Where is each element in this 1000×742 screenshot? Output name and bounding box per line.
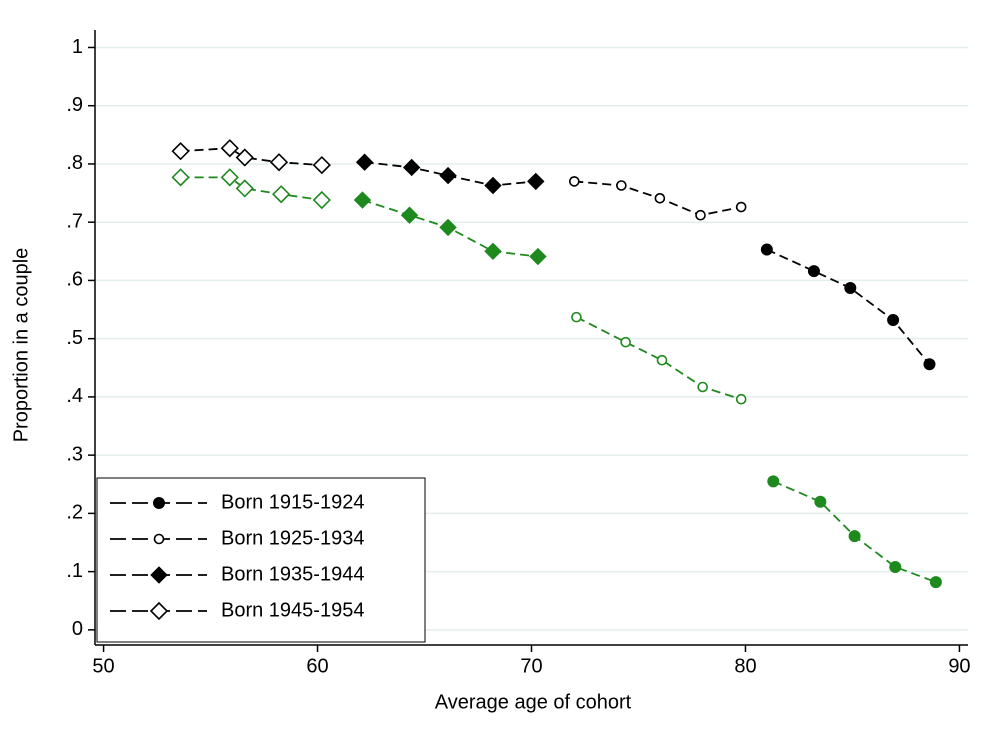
legend-marker (153, 497, 165, 509)
marker (353, 191, 372, 209)
marker (844, 281, 857, 294)
marker (571, 311, 582, 323)
legend-label: Born 1925-1934 (221, 527, 364, 549)
marker (312, 190, 331, 210)
marker (484, 242, 502, 261)
marker (400, 206, 419, 224)
x-axis-label: Average age of cohort (435, 691, 632, 713)
x-tick-label: 60 (306, 655, 328, 677)
marker (656, 354, 668, 366)
marker (484, 176, 502, 195)
marker (235, 148, 254, 167)
y-tick-label: .9 (66, 94, 83, 116)
marker (402, 158, 421, 177)
marker (923, 358, 936, 371)
marker (527, 172, 545, 191)
marker (439, 218, 457, 237)
marker (848, 530, 861, 543)
legend-marker (149, 601, 169, 621)
y-tick-label: .2 (66, 502, 83, 524)
x-tick-label: 80 (734, 655, 756, 677)
y-tick-label: 1 (72, 36, 83, 58)
marker (439, 166, 457, 185)
series-line (180, 176, 322, 201)
y-tick-label: .5 (66, 327, 83, 349)
y-axis-label: Proportion in a couple (10, 248, 32, 443)
y-tick-label: .1 (66, 560, 83, 582)
y-tick-label: .4 (66, 385, 83, 407)
marker (807, 265, 820, 278)
y-tick-label: 0 (72, 618, 83, 640)
legend-label: Born 1935-1944 (221, 563, 364, 585)
marker (760, 243, 773, 256)
marker (355, 153, 374, 171)
y-tick-label: .6 (66, 269, 83, 291)
marker (814, 495, 827, 508)
series-line (576, 316, 742, 401)
marker (269, 153, 289, 172)
marker (235, 179, 254, 198)
y-tick-label: .7 (66, 210, 83, 232)
x-tick-label: 50 (92, 655, 114, 677)
marker (171, 168, 190, 187)
legend-box (96, 477, 426, 643)
marker (568, 176, 580, 187)
x-tick-label: 90 (948, 655, 970, 677)
marker (654, 193, 666, 204)
legend-label: Born 1915-1924 (221, 491, 364, 513)
marker (929, 576, 942, 589)
marker (697, 381, 708, 393)
marker (312, 155, 331, 175)
marker (220, 139, 239, 158)
marker (735, 393, 747, 405)
marker (889, 560, 902, 573)
y-tick-label: .8 (66, 152, 83, 174)
x-tick-label: 70 (520, 655, 542, 677)
marker (887, 314, 900, 327)
legend-marker (150, 566, 168, 584)
marker (695, 209, 706, 221)
marker (620, 336, 631, 348)
legend-label: Born 1945-1954 (221, 599, 364, 621)
marker (171, 142, 190, 161)
y-tick-label: .3 (66, 443, 83, 465)
marker (616, 180, 627, 191)
legend-marker (153, 533, 165, 545)
marker (272, 185, 291, 204)
marker (767, 475, 780, 488)
series-line (180, 147, 322, 167)
marker (220, 168, 239, 187)
marker (529, 247, 547, 266)
marker (735, 201, 747, 213)
